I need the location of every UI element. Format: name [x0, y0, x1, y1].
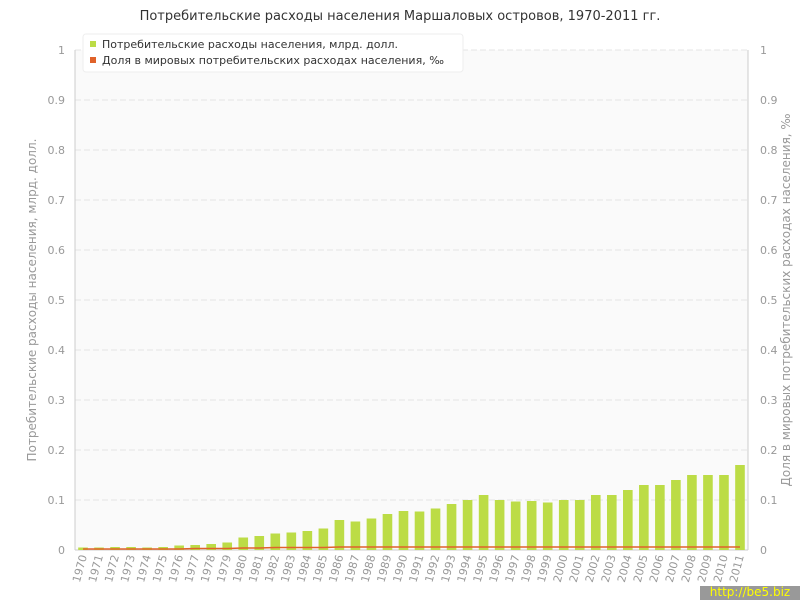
y-tick-label: 0.9: [48, 94, 66, 107]
bar: [366, 518, 377, 550]
bar: [687, 475, 697, 550]
y-axis-title: Потребительские расходы населения, млрд.…: [25, 139, 39, 462]
y-tick-label: 0.8: [48, 144, 66, 157]
bar: [254, 536, 265, 550]
bar: [574, 500, 585, 550]
y2-axis-title: Доля в мировых потребительских расходах …: [779, 113, 793, 486]
chart-title: Потребительские расходы населения Маршал…: [140, 9, 661, 24]
line: [83, 546, 740, 550]
y2-tick-label: 0.1: [760, 494, 778, 507]
bar: [222, 542, 233, 550]
bar: [350, 521, 361, 550]
watermark-bg: [700, 586, 800, 600]
bar: [190, 545, 200, 550]
y2-tick-label: 0.8: [760, 144, 778, 157]
bar: [334, 520, 345, 550]
y2-tick-label: 0.6: [760, 244, 778, 257]
bar: [655, 485, 665, 550]
y-tick-label: 1: [58, 44, 65, 57]
legend: [82, 33, 464, 73]
bar: [623, 490, 633, 550]
y-tick-label: 0.3: [48, 394, 66, 407]
bar: [270, 533, 281, 550]
y2-tick-label: 0.3: [760, 394, 778, 407]
bar: [446, 504, 457, 550]
y-tick-label: 0.5: [48, 294, 66, 307]
y2-tick-label: 1: [760, 44, 767, 57]
bar: [286, 532, 297, 550]
watermark: http://be5.biz: [710, 585, 790, 599]
bar: [206, 544, 217, 550]
y2-tick-label: 0.2: [760, 444, 778, 457]
bar: [590, 495, 601, 550]
y-tick-label: 0.1: [48, 494, 66, 507]
bar: [494, 500, 505, 550]
legend-label: Доля в мировых потребительских расходах …: [102, 54, 444, 67]
bar: [430, 508, 441, 550]
y-tick-label: 0.7: [48, 194, 66, 207]
bar: [318, 528, 329, 550]
legend-swatch: [90, 57, 96, 63]
y2-tick-label: 0.4: [760, 344, 778, 357]
bar: [606, 495, 617, 550]
bar: [735, 465, 745, 550]
bar: [510, 501, 521, 550]
legend-label: Потребительские расходы населения, млрд.…: [102, 38, 398, 51]
bar: [703, 475, 713, 550]
bar: [462, 500, 473, 550]
bar: [238, 537, 249, 550]
y2-tick-label: 0.9: [760, 94, 778, 107]
bar: [719, 475, 729, 550]
bar: [174, 545, 184, 550]
bar: [398, 511, 409, 550]
y2-tick-label: 0.7: [760, 194, 778, 207]
y-tick-label: 0.2: [48, 444, 66, 457]
bar: [542, 502, 553, 550]
bar: [478, 495, 489, 550]
bar: [414, 511, 425, 550]
bar: [382, 514, 393, 550]
legend-swatch: [90, 41, 96, 47]
y-tick-label: 0: [58, 544, 65, 557]
bar: [558, 500, 569, 550]
bar: [526, 501, 537, 550]
bar: [671, 480, 681, 550]
y2-tick-label: 0: [760, 544, 767, 557]
y2-tick-label: 0.5: [760, 294, 778, 307]
y-tick-label: 0.4: [48, 344, 66, 357]
bar: [302, 531, 313, 550]
bar: [639, 485, 649, 550]
y-tick-label: 0.6: [48, 244, 66, 257]
